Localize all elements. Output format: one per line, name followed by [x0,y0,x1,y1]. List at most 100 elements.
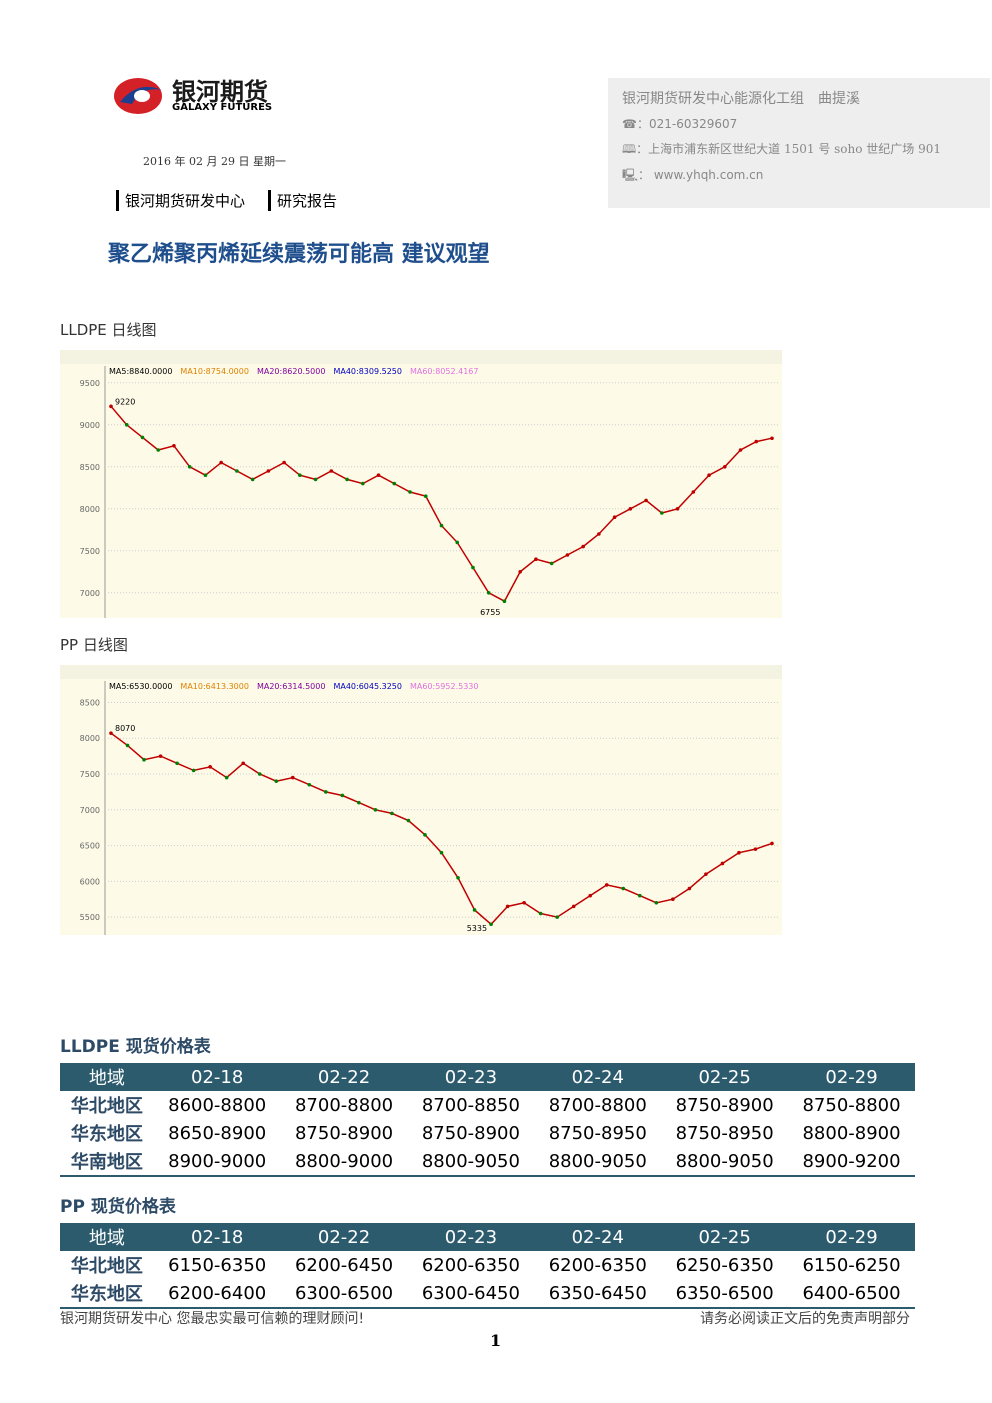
table-title: LLDPE 现货价格表 [60,1037,211,1057]
phone: ☎：021-60329607 [622,117,738,131]
date: 2016 年 02 月 29 日 星期一 [143,155,286,168]
cell: 6350-6450 [534,1279,662,1309]
price-point [140,435,145,440]
header-cell: 02-22 [280,1223,408,1251]
y-tick-label: 8000 [80,734,100,743]
dept: 银河期货研发中心 [116,190,245,211]
price-point [737,850,741,855]
cell: 华南地区 [60,1147,154,1177]
price-point [187,465,192,469]
cell: 8750-8950 [534,1119,662,1147]
price-point [638,893,642,898]
price-point [172,444,176,448]
price-point [472,908,477,912]
price-point [691,490,696,494]
cell: 8800-9050 [661,1147,789,1177]
price-point [191,768,196,773]
chart: MA5:8840.0000 MA10:8754.0000 MA20:8620.500… [60,350,782,618]
price-point [486,591,491,595]
price-point [565,553,570,557]
header-bar [60,665,782,679]
header-cell: 02-25 [661,1223,789,1251]
cell: 6300-6450 [407,1279,535,1309]
price-point [581,544,585,549]
y-tick-label: 6500 [80,842,100,851]
y-tick-label: 7500 [80,770,100,779]
y-tick-label: 8500 [80,463,100,472]
report-title: 聚乙烯聚丙烯延续震荡可能高 建议观望 [108,242,490,267]
price-point [644,498,648,503]
cell: 8900-9000 [153,1147,281,1177]
y-tick-label: 7500 [80,547,100,556]
price-point [654,901,659,905]
price-point [423,494,428,498]
page-number: 1 [490,1331,502,1350]
row: 华东地区 6200-6400 6300-6500 6300-6450 6350-6450… [60,1279,915,1309]
logo-icon [114,78,162,114]
price-point [518,570,522,574]
price-point [361,481,365,486]
price-point [142,757,146,762]
price-point [219,460,223,465]
price-point [125,743,130,748]
indicator: MA60:5952.5330 [410,682,479,691]
price-point [423,833,427,837]
cell: 8700-8850 [407,1091,535,1119]
price-point [753,847,758,851]
price-point [124,423,129,427]
price-point [455,540,460,545]
y-tick-label: 7000 [80,806,100,815]
contact-box: 银河期货研发中心能源化工组 曲提溪 ☎：021-60329607 🕮：上海市浦东… [608,78,990,208]
price-point [175,761,179,766]
row: 华北地区 6150-6350 6200-6450 6200-6350 6200-6350… [60,1251,915,1279]
y-tick-label: 6000 [80,877,100,886]
row: 华南地区 8900-9000 8800-9000 8800-9050 8800-9050… [60,1147,915,1177]
price-point [538,911,543,916]
cell: 6300-6500 [280,1279,408,1309]
indicator: MA10:6413.3000 [180,682,249,691]
footer-right: 请务必阅读正文后的免责声明部分 [700,1311,910,1327]
indicator: MA40:6045.3250 [333,682,402,691]
price-point [406,818,411,823]
price-point [770,841,774,846]
price-point [274,779,279,783]
header-cell: 02-18 [153,1063,281,1091]
price-point [373,807,378,812]
low-label: 5335 [467,924,487,933]
price-point [208,765,212,769]
header-cell: 02-25 [661,1063,789,1091]
cell: 8750-8800 [788,1091,915,1119]
cell: 8800-8900 [788,1119,915,1147]
web-url: www.yhqh.com.cn [653,168,764,182]
high-label: 9220 [115,397,135,406]
price-point [549,561,554,566]
cell: 华东地区 [60,1279,154,1309]
price-point [158,754,163,758]
cell: 8700-8800 [534,1091,662,1119]
price-point [522,901,526,905]
price-point [257,772,262,776]
price-point [156,448,161,452]
price-point [329,469,334,473]
cell: 8750-8900 [407,1119,535,1147]
price-point [241,761,245,766]
cell: 8700-8800 [280,1091,408,1119]
price-line [110,405,773,603]
cell: 6150-6250 [788,1251,915,1279]
table-title: PP 现货价格表 [60,1197,176,1217]
price-point [235,469,239,473]
cell: 8800-9050 [407,1147,535,1177]
price-point [340,793,345,798]
price-table: 地域 02-18 02-22 02-23 02-24 02-25 02-29 华北地区 6150… [60,1223,915,1309]
cell: 6350-6500 [661,1279,789,1309]
chart-heading: LLDPE 日线图 [60,321,157,339]
price-point [612,515,617,519]
y-tick-label: 5500 [80,913,100,922]
price-point [754,439,759,444]
cell: 8750-8900 [661,1091,789,1119]
cell: 8900-9200 [788,1147,915,1177]
phone-number: 021-60329607 [648,117,738,131]
price-point [671,897,675,902]
price-point [439,523,444,528]
price-point [687,886,692,891]
